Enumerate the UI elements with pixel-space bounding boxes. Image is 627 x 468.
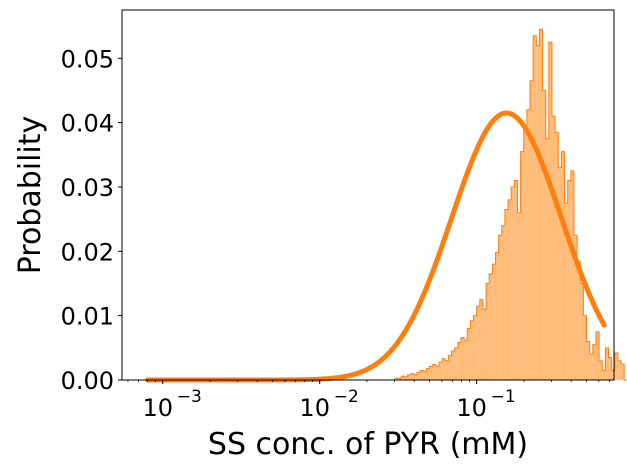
x-tick-label: 10 — [299, 394, 330, 422]
histogram-bar — [498, 235, 502, 380]
histogram-bar — [542, 90, 546, 381]
histogram-bar — [530, 80, 534, 380]
histogram-bar — [413, 374, 418, 380]
histogram-bar — [536, 45, 540, 380]
histogram-bar — [451, 351, 455, 380]
y-axis-label: Probability — [13, 116, 48, 275]
x-axis: 10 −3 10 −2 10 −1 — [127, 380, 610, 422]
histogram-bar — [410, 373, 414, 380]
histogram-bar — [592, 344, 596, 380]
histogram-bar — [599, 360, 603, 380]
histogram-bar — [567, 180, 571, 380]
x-tick-label: 10 — [142, 394, 173, 422]
y-tick-label: 0.02 — [61, 238, 114, 266]
plot-area-frame — [121, 9, 615, 381]
histogram-bar — [429, 366, 433, 380]
y-tick-label: 0.05 — [61, 45, 114, 73]
x-tick-label-exponent: −2 — [334, 387, 359, 407]
histogram-bar — [558, 167, 562, 380]
histogram-bars — [395, 29, 625, 381]
histogram-bar — [621, 363, 625, 380]
histogram-bar — [460, 337, 465, 380]
histogram-bar — [573, 235, 578, 380]
y-axis: 0.00 0.01 0.02 0.03 0.04 0.05 — [61, 45, 122, 395]
histogram-bar — [398, 378, 402, 380]
histogram-bar — [589, 354, 593, 380]
histogram-bar — [580, 283, 584, 380]
histogram-bar — [602, 370, 606, 380]
histogram-bar — [438, 361, 443, 380]
histogram-bar — [426, 368, 430, 380]
histogram-bar — [508, 199, 512, 380]
histogram-bar — [486, 283, 490, 380]
histogram-bar — [504, 209, 509, 380]
histogram-bar — [570, 170, 574, 380]
histogram-bar — [577, 260, 581, 380]
histogram-bar — [442, 358, 446, 380]
histogram-bar — [495, 252, 499, 380]
histogram-bar — [514, 180, 518, 380]
histogram-bar — [454, 347, 458, 380]
histogram-bar — [605, 347, 609, 380]
x-tick-label-exponent: −3 — [177, 387, 202, 407]
histogram-bar — [401, 376, 405, 380]
histogram-bar — [467, 328, 471, 380]
histogram-bar — [608, 357, 612, 380]
histogram-bar — [476, 306, 480, 380]
histogram-bar — [517, 212, 521, 380]
histogram-bar — [407, 374, 411, 380]
histogram-bar — [551, 116, 556, 381]
histogram-bar — [464, 340, 468, 380]
histogram-bar — [561, 151, 565, 380]
histogram-bar — [448, 355, 452, 380]
x-tick-label: 10 — [456, 394, 487, 422]
histogram-bar — [492, 264, 496, 380]
histogram-bar — [611, 370, 615, 380]
histogram-bar — [435, 365, 439, 380]
histogram-bar — [432, 364, 436, 380]
histogram-bar — [445, 360, 449, 380]
histogram-bar — [586, 341, 590, 380]
histogram-bar — [523, 125, 527, 380]
y-tick-label: 0.01 — [61, 303, 114, 331]
histogram-bar — [520, 151, 524, 380]
histogram-bar — [595, 331, 600, 380]
histogram-bar — [423, 370, 427, 380]
histogram-bar — [473, 315, 477, 380]
histogram-bar — [489, 273, 493, 380]
histogram-bar — [539, 29, 543, 381]
histogram-bar — [482, 309, 487, 380]
histogram-bar — [614, 352, 618, 380]
histogram-bar — [420, 370, 424, 380]
x-tick-label-exponent: −1 — [491, 387, 516, 407]
histogram-bar — [470, 320, 474, 380]
histogram-bar — [617, 360, 622, 380]
histogram-bar — [583, 315, 587, 380]
histogram-bar — [548, 42, 552, 381]
y-tick-label: 0.03 — [61, 174, 114, 202]
histogram-bar — [501, 225, 505, 380]
histogram-bar — [564, 203, 568, 380]
histogram-bar — [479, 299, 483, 380]
x-axis-label: SS conc. of PYR (mM) — [208, 427, 528, 462]
histogram-bar — [526, 109, 531, 381]
histogram-bar — [395, 378, 399, 380]
histogram-bar — [404, 376, 408, 380]
histogram-bar — [555, 132, 559, 380]
y-tick-label: 0.04 — [61, 110, 114, 138]
histogram-bar — [457, 342, 461, 380]
histogram-bar — [417, 372, 421, 380]
y-tick-label: 0.00 — [61, 367, 114, 395]
histogram-bar — [533, 35, 537, 381]
histogram-bar — [511, 186, 515, 380]
histogram-bar — [545, 138, 549, 380]
